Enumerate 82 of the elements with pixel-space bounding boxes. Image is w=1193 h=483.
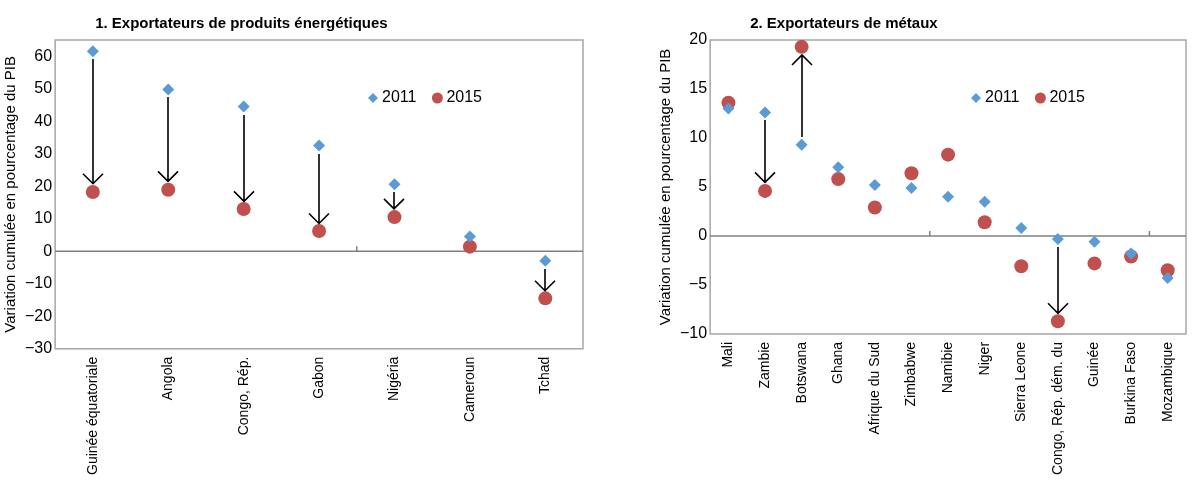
point xyxy=(86,45,99,58)
y-tick-label: 50 xyxy=(34,79,53,97)
point xyxy=(868,179,881,191)
point xyxy=(538,291,553,306)
point xyxy=(237,100,250,113)
point xyxy=(1087,256,1102,271)
x-tick-label: Botswana xyxy=(792,341,809,404)
x-tick-label: Angola xyxy=(159,356,176,401)
x-tick-label: Namibie xyxy=(938,341,955,394)
point xyxy=(1088,235,1101,248)
x-tick-label: Mali xyxy=(719,341,736,368)
x-tick-label: Gabon xyxy=(309,356,326,399)
y-axis-title: Variation cumulée en pourcentage du PIB xyxy=(656,48,674,326)
point xyxy=(388,178,401,191)
point xyxy=(162,83,175,96)
point xyxy=(795,138,808,151)
point xyxy=(904,166,919,181)
point xyxy=(1015,222,1028,235)
x-tick-label: Congo, Rép. dém. du xyxy=(1048,341,1065,476)
x-tick-label: Zambie xyxy=(755,341,772,389)
y-tick-label: −10 xyxy=(25,274,53,292)
y-tick-label: 60 xyxy=(34,46,53,64)
point xyxy=(722,102,735,115)
legend-label: 2011 xyxy=(985,88,1020,106)
x-tick-label: Zimbabwe xyxy=(902,341,919,407)
point xyxy=(1014,259,1029,274)
point xyxy=(1161,272,1174,285)
point xyxy=(1125,247,1138,260)
point xyxy=(1051,232,1064,245)
point xyxy=(942,190,955,203)
y-axis-title: Variation cumulée en pourcentage du PIB xyxy=(1,56,19,333)
x-tick-label: Nigéria xyxy=(385,356,402,402)
y-tick-label: 10 xyxy=(34,209,53,227)
y-tick-label: 40 xyxy=(34,111,53,129)
point xyxy=(313,139,326,152)
x-tick-label: Congo, Rép. xyxy=(234,356,251,436)
chart-title: 1. Exportateurs de produits énergétiques xyxy=(95,13,388,31)
point xyxy=(794,40,809,54)
y-tick-label: 5 xyxy=(698,177,708,195)
x-tick-label: Cameroun xyxy=(460,356,477,423)
y-tick-label: −5 xyxy=(688,275,708,293)
x-tick-label: Afrique du Sud xyxy=(865,341,882,435)
legend-label: 2015 xyxy=(446,88,483,106)
legend-label: 2015 xyxy=(1049,88,1086,106)
legend-label: 2011 xyxy=(382,88,417,106)
y-tick-label: 10 xyxy=(689,128,708,146)
point xyxy=(759,106,772,119)
point xyxy=(236,201,251,216)
y-tick-label: −20 xyxy=(25,306,53,324)
x-tick-label: Sierra Leone xyxy=(1012,341,1029,423)
chart-title: 2. Exportateurs de métaux xyxy=(750,13,939,31)
y-tick-label: 0 xyxy=(43,241,53,259)
point xyxy=(1050,314,1065,329)
x-tick-label: Mozambique xyxy=(1158,341,1175,423)
x-tick-label: Burkina Faso xyxy=(1121,341,1138,425)
point xyxy=(978,195,991,208)
point xyxy=(831,172,846,187)
point xyxy=(758,183,773,198)
y-tick-label: 0 xyxy=(698,226,708,244)
point xyxy=(977,215,992,230)
point xyxy=(905,181,918,194)
x-tick-label: Tchad xyxy=(536,356,553,395)
y-tick-label: 15 xyxy=(689,79,708,97)
point xyxy=(832,161,845,174)
x-tick-label: Guinée équatoriale xyxy=(83,356,100,475)
point xyxy=(161,182,176,197)
x-tick-label: Niger xyxy=(975,341,992,376)
y-tick-label: 30 xyxy=(34,144,53,162)
point xyxy=(462,239,477,254)
y-tick-label: 20 xyxy=(34,176,53,194)
point xyxy=(312,224,327,239)
y-tick-label: −10 xyxy=(680,324,708,342)
point xyxy=(85,185,100,200)
point xyxy=(539,254,552,267)
x-tick-label: Ghana xyxy=(829,341,846,384)
point xyxy=(463,230,476,243)
y-tick-label: −30 xyxy=(25,339,53,357)
x-tick-label: Guinée xyxy=(1085,341,1102,388)
point xyxy=(867,200,882,215)
point xyxy=(941,147,956,162)
y-tick-label: 20 xyxy=(689,30,708,48)
point xyxy=(387,210,402,225)
